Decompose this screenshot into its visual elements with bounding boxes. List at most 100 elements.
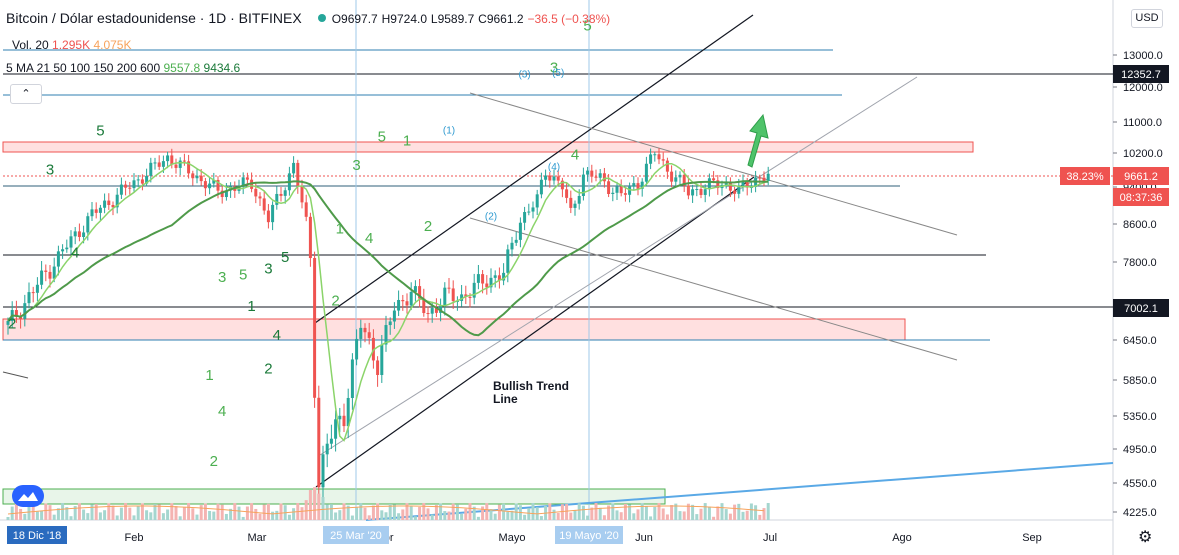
volume-bar xyxy=(674,503,678,520)
volume-bar xyxy=(98,512,102,520)
volume-bar xyxy=(69,516,73,520)
candle-body xyxy=(523,212,527,223)
candle-body xyxy=(644,163,648,182)
candle-body xyxy=(174,164,178,168)
descending-line-upper xyxy=(469,92,958,236)
tradingview-logo-icon[interactable] xyxy=(12,485,44,507)
candle-body xyxy=(329,438,333,444)
ma-legend[interactable]: 5 MA 21 50 100 150 200 600 9557.8 9434.6 xyxy=(6,61,240,75)
candle-body xyxy=(565,189,569,198)
candle-body xyxy=(266,210,270,223)
candle-body xyxy=(153,162,157,164)
candle-body xyxy=(31,292,35,294)
volume-bar xyxy=(636,509,640,520)
volume-bar xyxy=(308,489,312,520)
volume-bar xyxy=(258,513,262,520)
candle-body xyxy=(304,202,308,217)
candle-body xyxy=(691,189,695,196)
candle-body xyxy=(548,175,552,181)
candle-body xyxy=(296,162,300,187)
candle-body xyxy=(712,178,716,181)
wave-label-20: 2 xyxy=(424,218,432,235)
x-tick-label: Feb xyxy=(125,532,144,544)
candle-body xyxy=(640,181,644,189)
volume-bar xyxy=(388,504,392,520)
volume-bar xyxy=(426,508,430,520)
chart-header: Bitcoin / Dólar estadounidense · 1D · BI… xyxy=(6,10,610,26)
volume-bar xyxy=(665,514,669,520)
level-high-label-bg xyxy=(1113,65,1169,83)
volume-bar xyxy=(317,493,321,520)
candle-body xyxy=(145,175,149,184)
candle-body xyxy=(380,344,384,375)
volume-bar xyxy=(149,512,153,520)
candle-body xyxy=(569,197,573,208)
wave-label-13: 2 xyxy=(210,453,218,470)
volume-bar xyxy=(111,505,115,520)
ma-slow-line xyxy=(7,180,769,337)
candle-body xyxy=(254,188,258,197)
volume-bar xyxy=(653,506,657,520)
support-zone xyxy=(2,318,906,341)
volume-bar xyxy=(300,507,304,520)
wave-label-18: 5 xyxy=(378,128,386,145)
wave-label-27: (5) xyxy=(552,68,564,79)
collapse-legend-button[interactable]: ⌃ xyxy=(10,84,42,104)
candle-body xyxy=(682,174,686,186)
x-tick-label: Mayo xyxy=(499,532,526,544)
candle-body xyxy=(65,247,69,250)
bullish-arrow-icon xyxy=(747,113,769,168)
wave-label-6: 1 xyxy=(247,298,255,315)
candle-body xyxy=(107,200,111,205)
date-label-2: 19 Mayo '20 xyxy=(559,530,619,542)
currency-button[interactable]: USD xyxy=(1131,9,1163,28)
candle-body xyxy=(338,415,342,420)
candle-body xyxy=(14,310,18,317)
volume-legend[interactable]: Vol. 20 1.295K 4.075K xyxy=(12,38,131,52)
level-low-label: 7002.1 xyxy=(1124,303,1158,315)
trendline-annotation: Bullish Trend xyxy=(493,379,569,393)
volume-bar xyxy=(623,503,627,520)
volume-ma-line xyxy=(7,505,765,515)
candle-body xyxy=(56,251,60,267)
volume-bar xyxy=(304,500,308,520)
volume-bar xyxy=(552,509,556,520)
volume-bar xyxy=(23,513,27,520)
candle-body xyxy=(321,454,325,488)
wave-label-23: 4 xyxy=(571,146,579,163)
candle-body xyxy=(409,291,413,306)
candle-body xyxy=(707,178,711,190)
volume-bar xyxy=(565,504,569,520)
volume-bar xyxy=(749,503,753,520)
candle-body xyxy=(464,294,468,297)
volume-bar xyxy=(451,503,455,520)
candle-body xyxy=(649,154,653,164)
symbol-title[interactable]: Bitcoin / Dólar estadounidense · 1D · BI… xyxy=(6,10,302,26)
candle-body xyxy=(577,195,581,204)
candle-body xyxy=(590,170,594,177)
volume-bar xyxy=(644,506,648,520)
candle-body xyxy=(178,160,182,168)
volume-bar xyxy=(724,509,728,520)
candle-body xyxy=(220,190,224,198)
candle-body xyxy=(514,239,518,243)
wave-label-15: 1 xyxy=(336,221,344,238)
candle-body xyxy=(686,185,690,196)
volume-bar xyxy=(254,508,258,520)
candle-body xyxy=(560,180,564,190)
candle-body xyxy=(35,284,39,293)
volume-bar xyxy=(6,517,10,520)
candle-body xyxy=(472,282,476,298)
gear-icon[interactable]: ⚙ xyxy=(1138,529,1153,546)
volume-bar xyxy=(707,506,711,520)
volume-bar xyxy=(741,511,745,520)
wave-label-12: 4 xyxy=(218,403,226,420)
candle-body xyxy=(506,249,510,273)
candle-body xyxy=(724,183,728,185)
candle-body xyxy=(468,296,472,298)
volume-bar xyxy=(485,503,489,520)
volume-bar xyxy=(262,504,266,520)
volume-bar xyxy=(124,503,128,520)
y-tick-label: 13000.0 xyxy=(1123,50,1163,62)
